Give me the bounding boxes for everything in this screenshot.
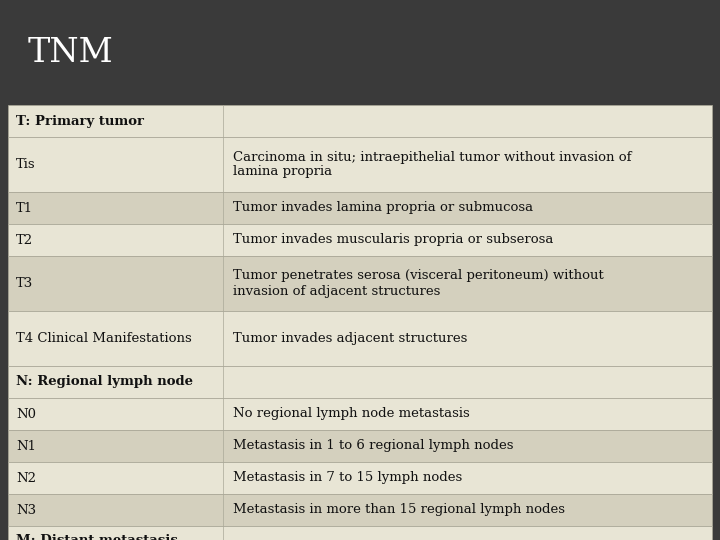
Bar <box>8 192 712 224</box>
Bar <box>8 494 712 526</box>
Text: Tumor invades adjacent structures: Tumor invades adjacent structures <box>233 332 467 345</box>
Text: N: Regional lymph node: N: Regional lymph node <box>16 375 193 388</box>
Text: T3: T3 <box>16 277 33 290</box>
Bar <box>8 256 712 311</box>
Bar <box>8 430 712 462</box>
Text: T4 Clinical Manifestations: T4 Clinical Manifestations <box>16 332 192 345</box>
Text: N3: N3 <box>16 503 36 516</box>
Text: Tis: Tis <box>16 158 35 171</box>
Text: TNM: TNM <box>28 37 114 69</box>
Text: Metastasis in 1 to 6 regional lymph nodes: Metastasis in 1 to 6 regional lymph node… <box>233 440 513 453</box>
Text: Tumor invades lamina propria or submucosa: Tumor invades lamina propria or submucos… <box>233 201 533 214</box>
Bar <box>8 311 712 366</box>
Text: M: Distant metastasis: M: Distant metastasis <box>16 534 178 540</box>
Text: Metastasis in 7 to 15 lymph nodes: Metastasis in 7 to 15 lymph nodes <box>233 471 462 484</box>
Text: T1: T1 <box>16 201 33 214</box>
Text: N0: N0 <box>16 408 36 421</box>
Text: N2: N2 <box>16 471 36 484</box>
Bar <box>8 462 712 494</box>
Bar <box>8 366 712 398</box>
Text: Metastasis in more than 15 regional lymph nodes: Metastasis in more than 15 regional lymp… <box>233 503 564 516</box>
Text: Tumor penetrates serosa (visceral peritoneum) without
invasion of adjacent struc: Tumor penetrates serosa (visceral perito… <box>233 269 603 298</box>
Text: No regional lymph node metastasis: No regional lymph node metastasis <box>233 408 469 421</box>
Bar <box>8 137 712 192</box>
Text: T2: T2 <box>16 233 33 246</box>
Bar <box>8 398 712 430</box>
Text: Tumor invades muscularis propria or subserosa: Tumor invades muscularis propria or subs… <box>233 233 553 246</box>
Bar <box>0 0 720 105</box>
Bar <box>8 224 712 256</box>
Text: Carcinoma in situ; intraepithelial tumor without invasion of
lamina propria: Carcinoma in situ; intraepithelial tumor… <box>233 151 631 179</box>
Text: N1: N1 <box>16 440 36 453</box>
Text: T: Primary tumor: T: Primary tumor <box>16 114 144 127</box>
Bar <box>8 526 712 540</box>
Bar <box>8 105 712 137</box>
